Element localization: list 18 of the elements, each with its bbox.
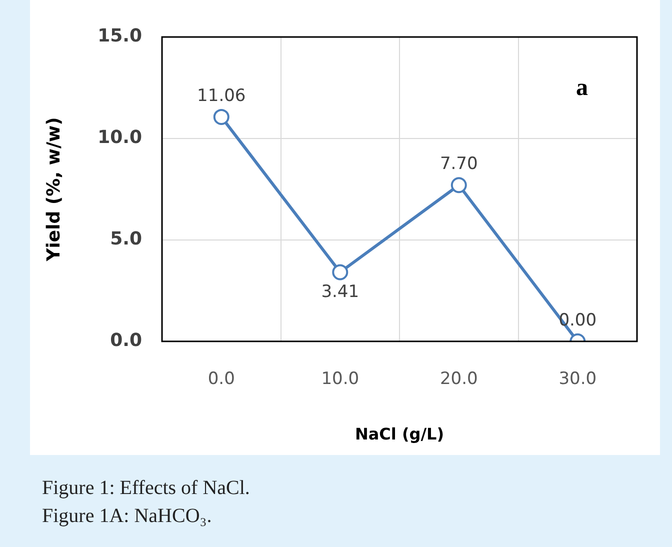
y-tick-label: 15.0: [98, 26, 142, 47]
point: [450, 177, 467, 194]
y-tick-label: 0.0: [110, 330, 142, 352]
data-label: 3.41: [321, 282, 360, 302]
y-axis-title: Yield (%, w/w): [43, 117, 64, 262]
y-tick-label: 5.0: [110, 228, 142, 250]
annotation: a: [576, 75, 588, 102]
x-tick-label: 10.0: [321, 369, 360, 390]
x-tick-label: 30.0: [558, 369, 597, 390]
data-label: 11.06: [197, 86, 246, 106]
y-tick-label: 10.0: [98, 127, 142, 148]
caption: Figure 1: Effects of NaCl.: [42, 476, 250, 501]
data-label: 7.70: [440, 154, 478, 174]
x-tick-label: 20.0: [440, 369, 478, 390]
point: [213, 108, 230, 125]
x-tick-label: 0.0: [208, 369, 235, 390]
caption: Figure 1A: NaHCO₃.: [42, 504, 213, 529]
x-axis-title: NaCl (g/L): [354, 424, 444, 444]
